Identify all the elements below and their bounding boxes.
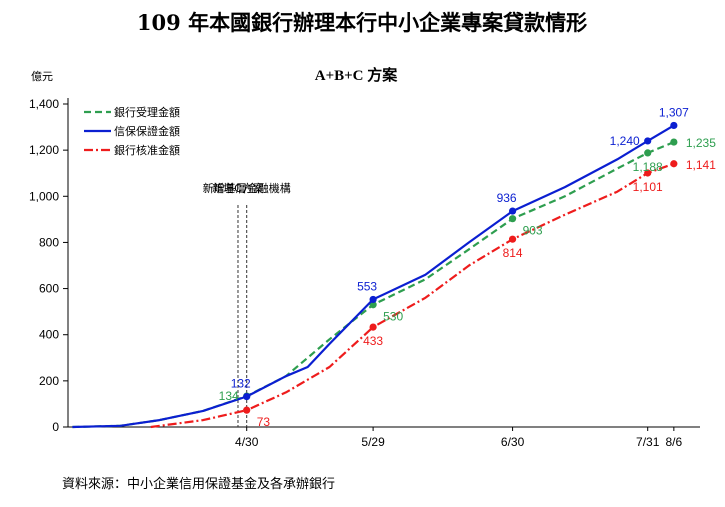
data-point-approved: [243, 406, 251, 414]
y-tick-label: 1,000: [29, 189, 59, 203]
chart-title: 109 年本國銀行辦理本行中小企業專案貸款情形: [137, 10, 587, 35]
data-label-approved: 73: [257, 415, 271, 429]
data-point-guarantee: [369, 295, 377, 304]
data-point-guarantee: [508, 207, 517, 215]
x-tick-label: 6/30: [501, 435, 525, 449]
data-label-accepted: 134: [219, 389, 239, 403]
x-tick-label: 7/31: [636, 435, 660, 449]
y-axis-unit: 億元: [31, 70, 53, 83]
data-point-accepted: [670, 138, 678, 146]
data-label-approved: 433: [363, 334, 383, 348]
y-tick-label: 0: [52, 420, 59, 434]
data-label-guarantee: 1,240: [610, 134, 640, 148]
data-point-guarantee: [670, 121, 678, 130]
data-labels: 134 530 903 1,188 1,235 132 553 936 1,240 1,307 73…: [219, 105, 717, 429]
data-point-approved: [508, 235, 517, 243]
data-point-guarantee: [243, 392, 251, 401]
y-tick-label: 1,200: [29, 143, 59, 157]
legend-label-accepted: 銀行受理金額: [114, 105, 180, 119]
data-label-approved: 814: [503, 246, 523, 260]
y-tick-label: 800: [39, 235, 59, 249]
axes: 0 200 400 600 800 1,000 1,200 1,400 4/30 5/29 6/30…: [29, 97, 700, 449]
chart-subtitle: A+B+C 方案: [315, 66, 399, 84]
legend-label-approved: 銀行核准金額: [114, 143, 180, 157]
data-label-accepted: 1,188: [633, 160, 663, 174]
annotation-label: 新增C方案: [212, 181, 264, 195]
data-point-approved: [644, 169, 652, 177]
series-line-approved: [150, 162, 675, 429]
x-tick-label: 4/30: [235, 435, 259, 449]
y-tick-label: 1,400: [29, 97, 59, 111]
data-label-approved: 1,141: [686, 158, 716, 172]
data-point-approved: [670, 160, 678, 168]
data-label-guarantee: 132: [231, 377, 251, 391]
data-label-accepted: 530: [383, 310, 403, 324]
data-label-approved: 1,101: [633, 180, 663, 194]
y-tick-label: 600: [39, 282, 59, 296]
annotation-label: 新增基層金融機構: [203, 181, 291, 195]
y-tick-label: 400: [39, 328, 59, 342]
data-point-approved: [369, 323, 377, 331]
data-label-guarantee: 936: [497, 191, 517, 205]
x-tick-label: 5/29: [361, 435, 385, 449]
data-point-accepted: [644, 149, 652, 157]
data-point-accepted: [369, 301, 377, 309]
series: [72, 121, 678, 429]
data-label-guarantee: 1,307: [659, 105, 689, 119]
data-label-accepted: 1,235: [686, 136, 716, 150]
x-tick-label: 8/6: [666, 435, 683, 449]
series-line-guarantee: [72, 124, 675, 429]
data-label-guarantee: 553: [357, 279, 377, 293]
y-tick-label: 200: [39, 374, 59, 388]
data-point-accepted: [508, 215, 517, 223]
data-label-accepted: 903: [523, 224, 543, 238]
data-point-guarantee: [644, 137, 652, 145]
source-note: 資料來源：中小企業信用保證基金及各承辦銀行: [62, 476, 335, 492]
legend-label-guarantee: 信保保證金額: [114, 124, 180, 138]
